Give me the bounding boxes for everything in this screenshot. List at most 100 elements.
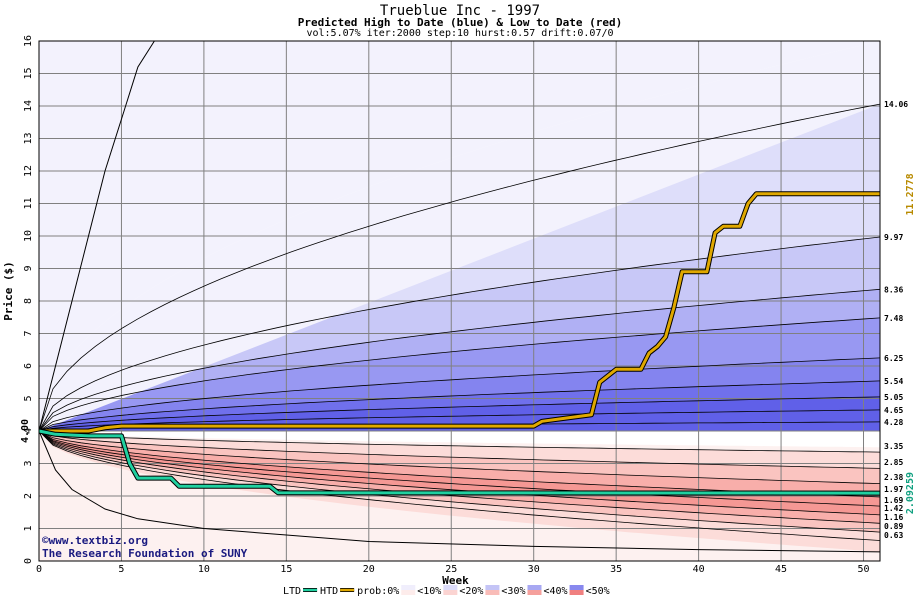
- low-band-end-label: 3.35: [884, 442, 903, 451]
- low-band-fill: [39, 431, 880, 533]
- high-band-end-label: 7.48: [884, 314, 903, 323]
- high-band-line: [38, 317, 881, 432]
- legend-swatch-band-bottom: [485, 590, 500, 595]
- y-tick-label: 11: [23, 197, 34, 209]
- low-band-line: [38, 430, 881, 484]
- legend-swatch-band-bottom: [401, 590, 416, 595]
- legend-swatch-band-top: [443, 585, 458, 590]
- low-band-line: [38, 430, 881, 541]
- y-tick-label: 6: [23, 363, 34, 369]
- htd-end-label: 11.2778: [905, 173, 916, 215]
- y-tick-label: 5: [23, 395, 34, 401]
- y-tick-label: 2: [23, 493, 34, 499]
- legend-swatch-band-bottom: [569, 590, 584, 595]
- low-band-end-label: 1.16: [884, 513, 903, 522]
- legend-swatch-band-top: [527, 585, 542, 590]
- low-band-end-label: 0.89: [884, 522, 903, 531]
- extreme-high-curve: [38, 40, 155, 432]
- y-tick-label: 4: [23, 428, 34, 434]
- series-line-ltd: [38, 429, 881, 495]
- low-band-line: [38, 430, 881, 516]
- credit-org: The Research Foundation of SUNY: [42, 547, 248, 560]
- high-band-end-label: 9.97: [884, 233, 903, 242]
- low-band-line: [38, 430, 881, 533]
- chart-title: Trueblue Inc - 1997: [379, 3, 541, 19]
- ltd-end-label: 2.09259: [905, 472, 916, 514]
- x-tick-label: 10: [198, 564, 210, 575]
- credit-url: ©www.textbiz.org: [42, 534, 148, 547]
- low-band-end-label: 1.97: [884, 485, 903, 494]
- high-band-end-label: 4.65: [884, 406, 903, 415]
- extreme-low-curve: [38, 430, 881, 553]
- y-tick-label: 10: [23, 230, 34, 242]
- low-band-line: [38, 430, 881, 469]
- low-band-end-label: 2.38: [884, 473, 903, 482]
- low-band-fill: [39, 431, 880, 497]
- legend-label-htd: HTD: [320, 586, 338, 597]
- high-band-fill: [39, 357, 880, 431]
- legend-swatch-band-top: [401, 585, 416, 590]
- high-band-end-label: 14.06: [884, 100, 908, 109]
- high-band-fill: [39, 237, 880, 431]
- low-band-line: [38, 430, 881, 524]
- high-band-fill: [39, 104, 880, 431]
- x-tick-label: 40: [693, 564, 705, 575]
- low-band-fill: [39, 431, 880, 515]
- y-tick-label: 12: [23, 165, 34, 177]
- high-band-line: [38, 103, 881, 432]
- low-band-line: [38, 430, 881, 453]
- x-tick-label: 25: [445, 564, 457, 575]
- high-band-line: [38, 236, 881, 432]
- legend-label-ltd: LTD: [283, 586, 301, 597]
- high-band-line: [38, 288, 881, 432]
- y-axis-title: Price ($): [2, 261, 15, 321]
- high-band-end-label: 5.05: [884, 393, 903, 402]
- high-band-line: [38, 409, 881, 432]
- y-tick-label: 16: [23, 35, 34, 47]
- high-band-end-label: 8.36: [884, 285, 903, 294]
- low-band-fill: [39, 431, 880, 507]
- x-tick-label: 0: [36, 564, 42, 575]
- start-price-label: 4.00: [20, 419, 31, 443]
- chart-params: vol:5.07% iter:2000 step:10 hurst:0.57 d…: [306, 28, 614, 39]
- legend-label-band: <10%: [417, 586, 441, 597]
- x-axis-title: Week: [442, 574, 469, 587]
- y-tick-label: 0: [23, 558, 34, 564]
- high-band-line: [38, 380, 881, 432]
- legend-swatch-band-top: [485, 585, 500, 590]
- x-tick-label: 35: [610, 564, 622, 575]
- high-band-fill: [39, 396, 880, 431]
- y-tick-label: 9: [23, 265, 34, 271]
- y-tick-label: 8: [23, 298, 34, 304]
- legend-swatch-band-bottom: [527, 590, 542, 595]
- x-tick-label: 45: [775, 564, 787, 575]
- legend-swatch-band-bottom: [443, 590, 458, 595]
- low-band-fill: [39, 431, 880, 484]
- high-band-end-label: 6.25: [884, 354, 903, 363]
- x-tick-label: 30: [528, 564, 540, 575]
- high-band-fill: [39, 317, 880, 431]
- y-tick-label: 15: [23, 67, 34, 79]
- low-band-fill: [39, 431, 880, 469]
- low-band-end-label: 2.85: [884, 458, 903, 467]
- x-tick-label: 20: [363, 564, 375, 575]
- high-band-fill: [39, 380, 880, 431]
- low-band-fill: [39, 431, 880, 541]
- y-tick-label: 7: [23, 330, 34, 336]
- legend-swatch-band-top: [569, 585, 584, 590]
- high-band-end-label: 4.28: [884, 418, 903, 427]
- low-band-fill: [39, 431, 880, 552]
- legend-label-band: <50%: [586, 586, 610, 597]
- low-band-end-label: 0.63: [884, 531, 903, 540]
- y-tick-label: 14: [23, 100, 34, 112]
- x-tick-label: 15: [280, 564, 292, 575]
- high-band-line: [38, 357, 881, 432]
- low-band-end-label: 1.42: [884, 504, 903, 513]
- legend-label-band: <20%: [459, 586, 483, 597]
- low-band-end-label: 1.69: [884, 496, 903, 505]
- legend-label-band: <40%: [544, 586, 568, 597]
- high-band-line: [38, 396, 881, 432]
- low-band-fill: [39, 431, 880, 524]
- x-tick-label: 5: [118, 564, 124, 575]
